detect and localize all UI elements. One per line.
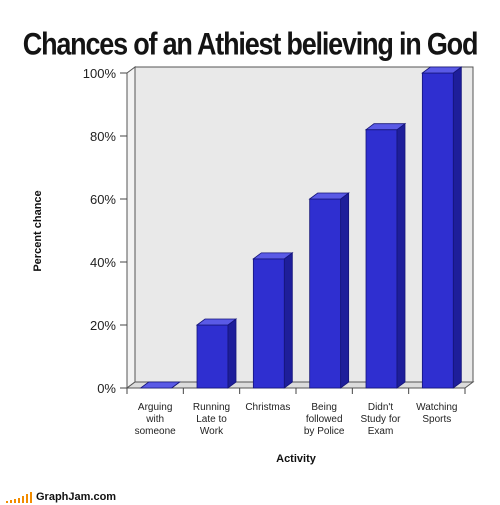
bar	[252, 258, 285, 389]
bar-side	[283, 252, 293, 389]
bar-top	[195, 318, 238, 326]
x-tick-label: Being followed by Police	[304, 402, 345, 437]
plot-side-wall	[126, 66, 136, 389]
graphjam-logo-icon	[6, 491, 32, 503]
y-tick-label: 80%	[90, 129, 116, 144]
x-tick-label: Christmas	[245, 402, 290, 413]
x-tick-label: Watching Sports	[416, 402, 457, 425]
y-tick-label: 40%	[90, 255, 116, 270]
x-axis-title: Activity	[276, 453, 317, 465]
y-tick-label: 0%	[97, 381, 116, 396]
y-tick-label: 100%	[83, 66, 117, 81]
bar-side	[452, 66, 462, 389]
y-tick-label: 60%	[90, 192, 116, 207]
x-tick-label: Arguing with someone	[135, 402, 177, 437]
bar	[365, 129, 398, 389]
bar-side	[340, 192, 350, 389]
x-tick-label: Running Late to Work	[193, 402, 230, 437]
footer-site-name: GraphJam.com	[36, 491, 117, 503]
x-tick-label: Didn't Study for Exam	[360, 402, 401, 437]
bar-top	[364, 123, 407, 131]
bar	[309, 198, 342, 389]
bar-top	[421, 66, 463, 74]
chart-title: Chances of an Athiest believing in God	[22, 26, 479, 62]
bar-side	[227, 318, 237, 389]
y-axis-title: Percent chance	[32, 190, 44, 271]
bar-top	[139, 381, 181, 389]
site-footer: GraphJam.com	[6, 489, 116, 503]
bar-top	[308, 192, 350, 200]
bar-top	[252, 252, 294, 260]
bar	[196, 324, 229, 389]
bar	[421, 72, 454, 389]
y-tick-label: 20%	[90, 318, 116, 333]
bar-side	[396, 122, 406, 389]
